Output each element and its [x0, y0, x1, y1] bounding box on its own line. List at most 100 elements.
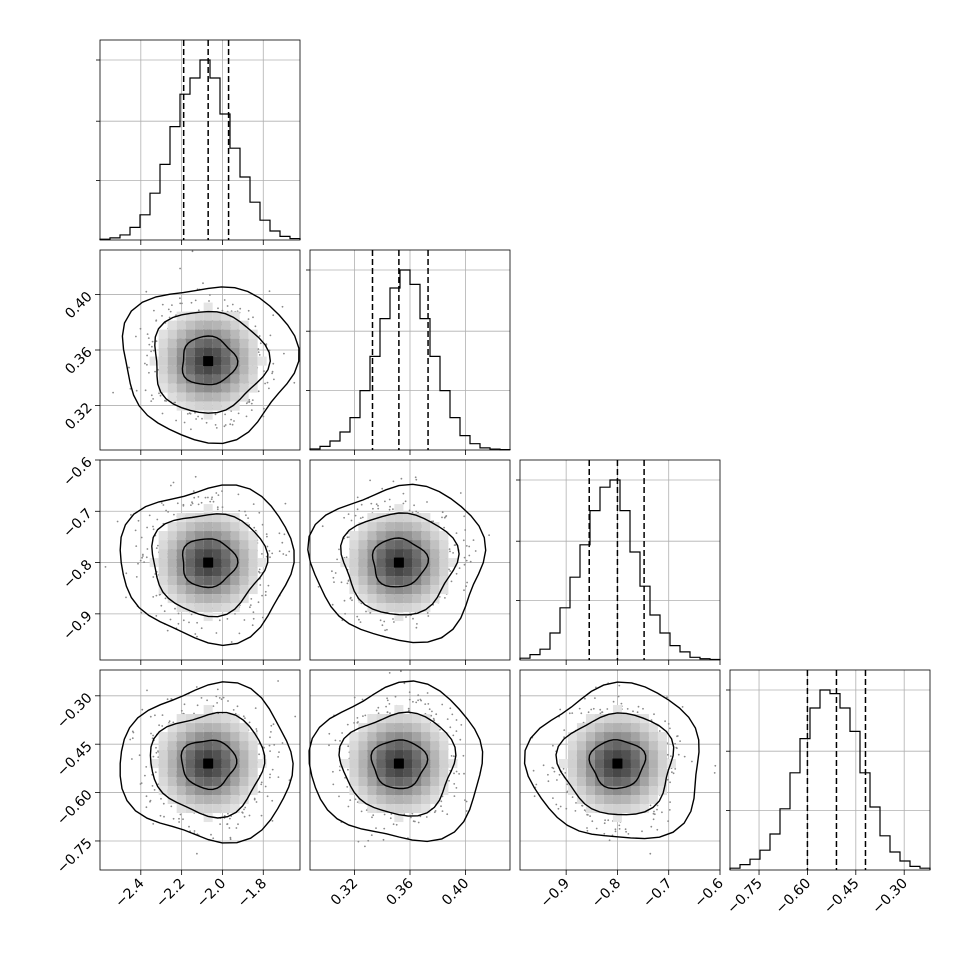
- contour-2: [119, 484, 295, 647]
- density-cell: [185, 576, 195, 586]
- sample-point: [204, 496, 207, 499]
- density-cell: [349, 549, 359, 559]
- density-cell: [185, 786, 195, 796]
- sample-point: [262, 415, 265, 418]
- density-cell: [358, 531, 368, 541]
- density-cell: [167, 594, 177, 604]
- density-cell: [239, 777, 249, 787]
- density-cell: [167, 750, 177, 760]
- sample-point: [231, 303, 234, 306]
- sample-point: [255, 728, 258, 730]
- density-cell: [194, 401, 204, 411]
- density-cell: [185, 320, 195, 330]
- sample-point: [141, 708, 144, 711]
- sample-point: [333, 581, 335, 583]
- sample-point: [273, 744, 276, 746]
- contour-0: [181, 538, 239, 589]
- sample-point: [168, 316, 171, 319]
- density-cell: [248, 365, 258, 375]
- sample-point: [235, 827, 238, 829]
- density-cell: [367, 531, 377, 541]
- density-cell: [185, 768, 195, 778]
- sample-point: [152, 734, 155, 737]
- sample-point: [377, 504, 379, 507]
- density-cell: [376, 531, 386, 541]
- sample-point: [160, 797, 162, 800]
- sample-point: [152, 525, 154, 528]
- density-cell: [203, 786, 213, 796]
- sample-point: [261, 616, 264, 619]
- density-cell: [358, 585, 368, 595]
- sample-point: [188, 825, 190, 828]
- sample-point: [382, 838, 385, 841]
- sample-point: [268, 290, 271, 293]
- sample-point: [317, 585, 320, 588]
- density-cell: [221, 786, 231, 796]
- sample-point: [145, 795, 148, 798]
- sample-point: [277, 756, 279, 758]
- density-cell: [176, 786, 186, 796]
- density-cell: [439, 567, 449, 577]
- density-cell: [394, 576, 404, 586]
- sample-point: [465, 545, 468, 547]
- sample-point: [245, 415, 248, 418]
- density-cell: [430, 549, 440, 559]
- sample-point: [389, 505, 391, 508]
- density-cell: [439, 540, 449, 550]
- sample-point: [227, 700, 229, 702]
- panel-2-1: [307, 459, 511, 665]
- sample-point: [215, 427, 218, 429]
- sample-point: [191, 502, 194, 505]
- sample-point: [158, 392, 160, 395]
- density-cell: [230, 311, 240, 321]
- sample-point: [234, 613, 236, 615]
- density-cell: [221, 549, 231, 559]
- sample-point: [375, 709, 378, 712]
- sample-point: [259, 342, 262, 345]
- density-cell: [185, 383, 195, 393]
- sample-point: [288, 550, 291, 553]
- sample-point: [417, 699, 419, 702]
- density-cell: [176, 531, 186, 541]
- density-cell: [230, 522, 240, 532]
- sample-point: [182, 619, 185, 622]
- density-cell: [167, 540, 177, 550]
- density-cell: [203, 365, 213, 375]
- density-cell: [203, 338, 213, 348]
- density-cell: [203, 741, 213, 751]
- sample-point: [463, 772, 465, 775]
- sample-point: [169, 618, 172, 621]
- sample-point: [131, 737, 134, 740]
- sample-point: [181, 302, 183, 305]
- sample-point: [151, 340, 154, 343]
- density-cell: [230, 576, 240, 586]
- sample-point: [202, 282, 204, 285]
- density-cell: [212, 401, 222, 411]
- sample-point: [375, 827, 377, 829]
- density-cell: [176, 558, 186, 568]
- sample-point: [361, 516, 364, 519]
- density-cell: [230, 603, 240, 613]
- sample-point: [224, 413, 227, 416]
- sample-point: [347, 745, 350, 748]
- sample-point: [440, 805, 442, 808]
- density-cell: [158, 549, 168, 559]
- density-cell: [185, 401, 195, 411]
- sample-point: [372, 814, 375, 817]
- sample-point: [472, 539, 475, 541]
- sample-point: [419, 698, 422, 701]
- sample-point: [252, 617, 255, 620]
- density-cell: [203, 603, 213, 613]
- density-cell: [421, 522, 431, 532]
- sample-point: [407, 707, 410, 710]
- density-cell: [185, 732, 195, 742]
- density-cell: [176, 513, 186, 523]
- sample-point: [193, 496, 196, 499]
- density-cell: [221, 374, 231, 384]
- density-cell: [203, 329, 213, 339]
- sample-point: [278, 550, 281, 553]
- sample-point: [353, 696, 356, 699]
- sample-point: [145, 766, 148, 768]
- sample-point: [354, 514, 357, 517]
- density-cell: [158, 576, 168, 586]
